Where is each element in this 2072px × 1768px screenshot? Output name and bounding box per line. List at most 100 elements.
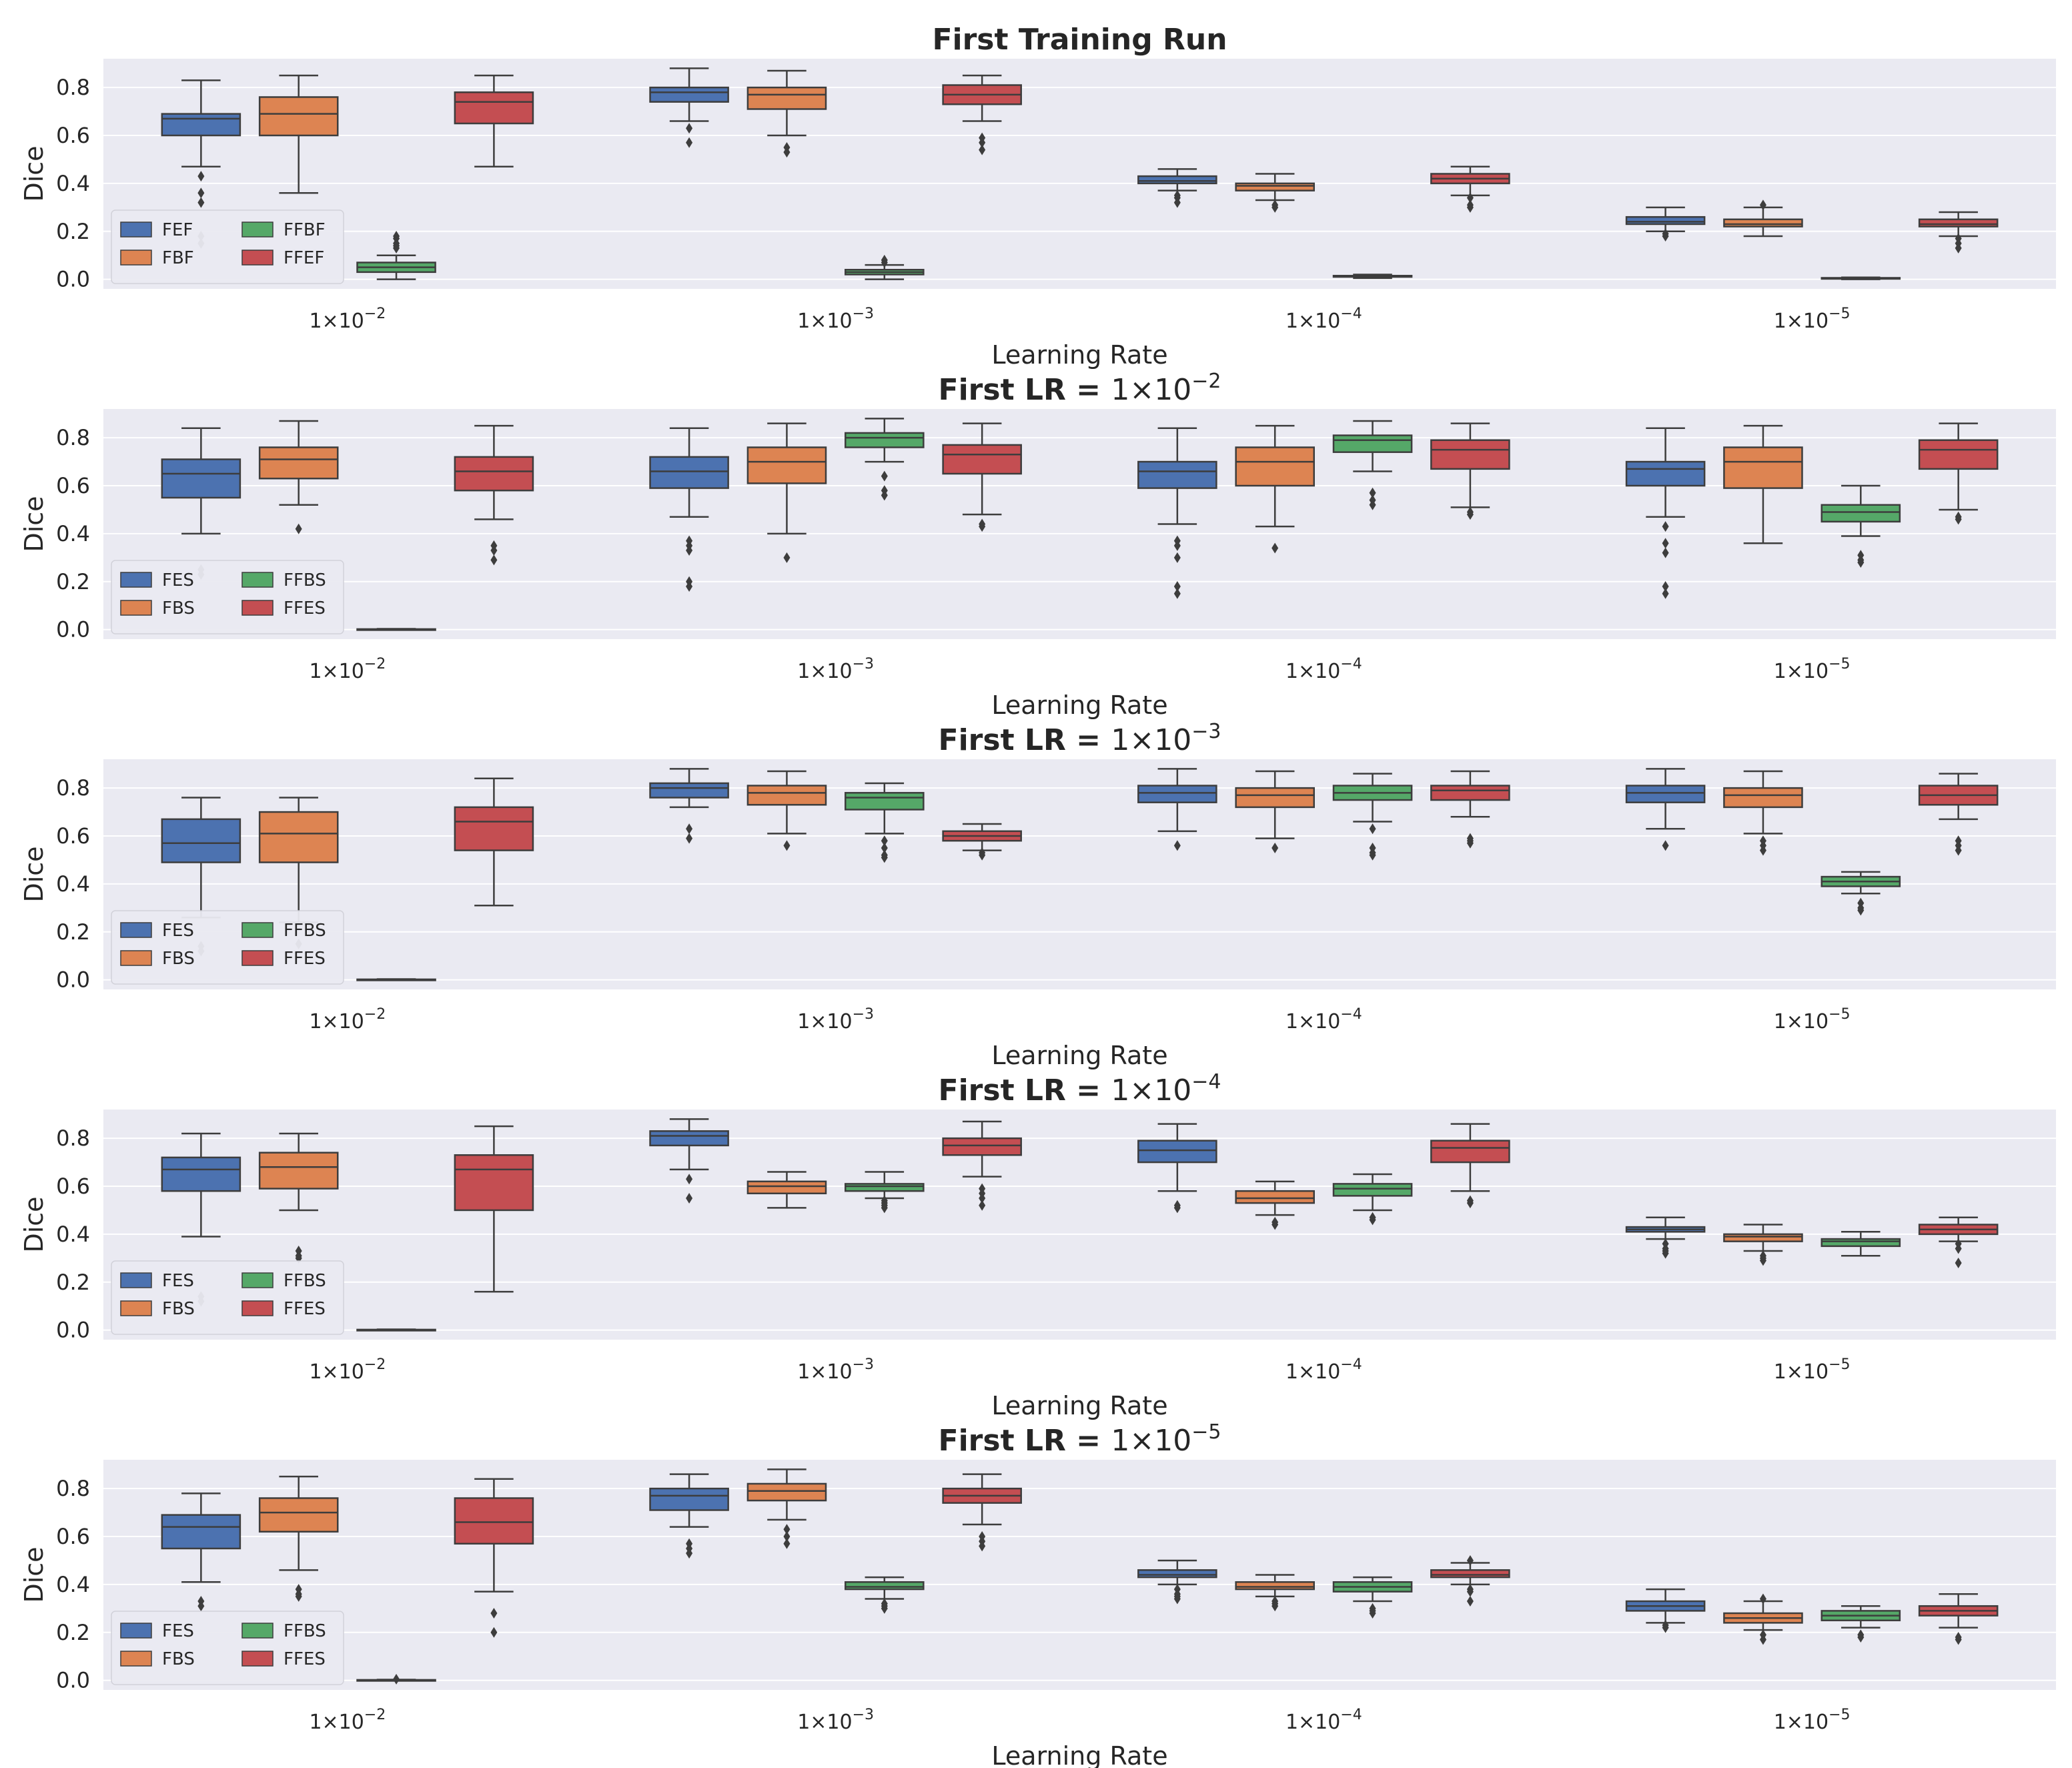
x-tick-label: 1×10−2: [309, 1707, 386, 1734]
panel-title-exponent: −3: [1191, 720, 1221, 743]
box-FES-4: [1625, 1588, 1706, 1633]
x-tick-base: 1×10: [1285, 1360, 1340, 1384]
box-FFBS-2: [845, 418, 925, 501]
box-body: [649, 1130, 729, 1147]
box-FBF-1: [258, 74, 339, 194]
y-axis-label: Dice: [19, 846, 49, 902]
legend-frame: [111, 1260, 344, 1335]
box-body: [649, 782, 729, 799]
outlier-point: [1955, 1634, 1962, 1645]
legend-label: FES: [162, 1621, 194, 1641]
box-FBS-2: [746, 770, 827, 851]
legend: FES FBS FFBS FFES: [111, 910, 344, 985]
box-body: [1332, 434, 1413, 453]
x-tick-base: 1×10: [1285, 1711, 1340, 1734]
outlier-point: [1759, 1593, 1766, 1605]
box-FBS-4: [1723, 424, 1803, 544]
outlier-point: [1466, 1586, 1474, 1597]
box-FES-2: [649, 1473, 729, 1559]
box-FBS-1: [258, 420, 339, 534]
y-tick-label: 0.6: [56, 473, 90, 498]
box-body: [1821, 504, 1901, 523]
series-FFBS: [356, 773, 1901, 981]
x-axis-label: Learning Rate: [991, 340, 1167, 370]
legend-swatch: [241, 222, 274, 238]
legend-swatch: [120, 1300, 152, 1316]
legend-frame: [111, 910, 344, 985]
y-tick-label: 0.0: [56, 967, 90, 993]
legend-swatch: [120, 600, 152, 616]
box-body: [161, 1514, 241, 1550]
y-tick-label: 0.4: [56, 521, 90, 546]
series-FFBS: [356, 1576, 1901, 1685]
box-body: [1625, 215, 1706, 226]
legend-frame: [111, 560, 344, 634]
y-axis-label: Dice: [19, 145, 49, 201]
outlier-point: [393, 1673, 400, 1685]
box-FBS-1: [258, 797, 339, 949]
box-FFES-3: [1430, 1123, 1510, 1209]
series-FFEF: [454, 74, 1999, 254]
legend-swatch: [120, 572, 152, 588]
x-tick-label: 1×10−5: [1774, 1006, 1851, 1033]
legend-label: FES: [162, 570, 194, 590]
outlier-point: [686, 123, 693, 134]
legend: FEF FBF FFBF FFEF: [111, 209, 344, 284]
outlier-point: [1369, 1608, 1376, 1619]
legend-swatch: [241, 1651, 274, 1667]
legend-swatch: [241, 1272, 274, 1288]
x-tick-exponent: −3: [853, 1006, 874, 1023]
x-tick-label: 1×10−4: [1285, 1356, 1362, 1384]
box-body: [1723, 218, 1803, 228]
legend-label: FBS: [162, 598, 195, 618]
box-FFEF-1: [454, 74, 534, 167]
y-tick-label: 0.8: [56, 1476, 90, 1501]
box-body: [1723, 446, 1803, 489]
box-body: [845, 1183, 925, 1192]
legend-frame: [111, 209, 344, 284]
legend-swatch: [120, 1623, 152, 1639]
box-FBF-3: [1235, 173, 1315, 213]
legend-label: FFBS: [284, 921, 326, 941]
y-tick-label: 0.4: [56, 1222, 90, 1247]
legend-swatch: [241, 1300, 274, 1316]
box-FFEF-4: [1918, 211, 1999, 254]
outlier-point: [1955, 1243, 1962, 1254]
x-tick-base: 1×10: [309, 1010, 364, 1033]
outlier-point: [1955, 1258, 1962, 1268]
box-body: [258, 446, 339, 480]
box-body: [1235, 446, 1315, 487]
outlier-point: [1662, 1248, 1669, 1259]
outlier-point: [979, 1192, 986, 1204]
box-body: [649, 86, 729, 103]
outlier-point: [1662, 840, 1669, 851]
x-tick-label: 1×10−5: [1774, 306, 1851, 333]
box-body: [649, 1487, 729, 1511]
outlier-point: [881, 490, 888, 501]
box-body: [1235, 787, 1315, 809]
legend-swatch: [241, 250, 274, 266]
x-axis-label: Learning Rate: [991, 691, 1167, 720]
box-body: [942, 444, 1022, 475]
box-body: [746, 1482, 827, 1502]
box-body: [1918, 218, 1999, 228]
legend-swatch: [120, 922, 152, 938]
legend-label: FBF: [162, 248, 194, 268]
outlier-point: [1662, 538, 1669, 549]
outlier-point: [783, 1524, 791, 1535]
panel-title-exponent: −4: [1191, 1070, 1221, 1093]
y-tick-label: 0.4: [56, 171, 90, 196]
box-FES-3: [1137, 768, 1217, 851]
legend-label: FFBS: [284, 1271, 326, 1291]
box-body: [1430, 1569, 1510, 1579]
box-FFES-2: [942, 823, 1022, 861]
x-tick-exponent: −5: [1829, 1356, 1850, 1373]
panel-title-bold: First LR =: [939, 723, 1111, 757]
box-FFES-3: [1430, 1555, 1510, 1607]
outlier-point: [1271, 1601, 1279, 1612]
box-body: [746, 785, 827, 806]
panel-title-math: 1×10: [1111, 1073, 1191, 1108]
outlier-point: [1173, 588, 1181, 599]
box-body: [746, 446, 827, 484]
box-FFBS-1: [356, 978, 436, 981]
